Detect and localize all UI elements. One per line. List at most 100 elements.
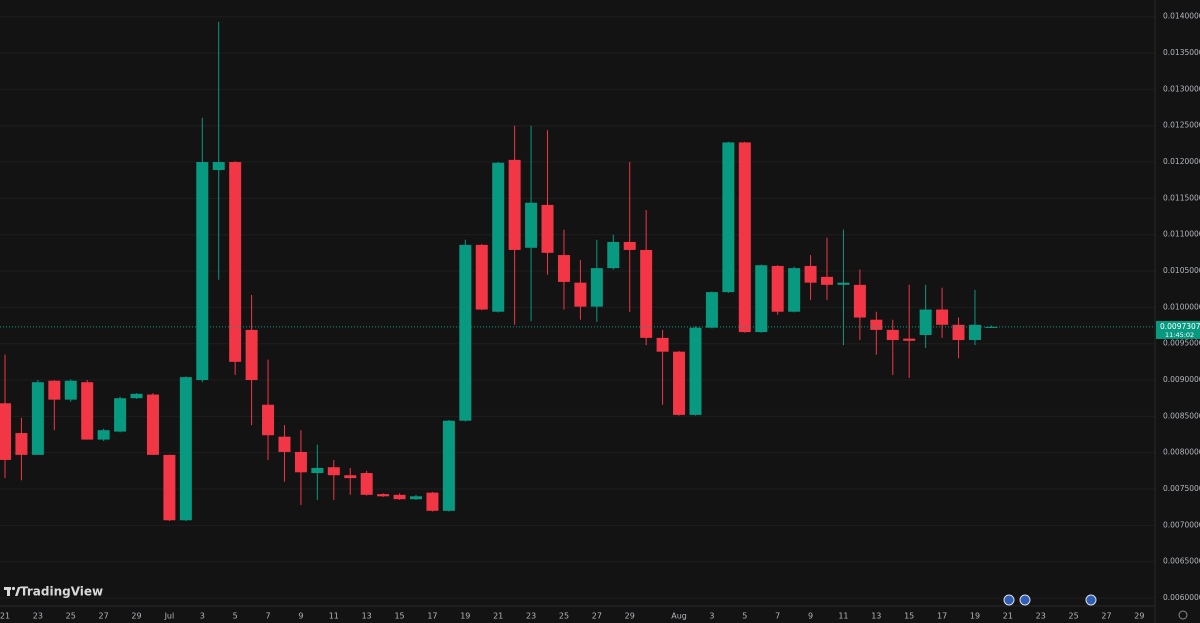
candle-body <box>656 337 669 352</box>
candle-body <box>278 436 291 452</box>
y-tick-label: 0.0125000 <box>1163 121 1200 130</box>
candle-body <box>229 162 242 362</box>
logo-part <box>15 587 21 596</box>
y-tick-label: 0.0100000 <box>1163 302 1200 311</box>
logo-part <box>7 587 10 596</box>
candle-body <box>903 338 916 341</box>
candle-body <box>327 467 340 476</box>
x-tick-label: 11 <box>329 612 339 621</box>
y-tick-label: 0.0120000 <box>1163 157 1200 166</box>
x-tick-label: 7 <box>265 612 270 621</box>
x-tick-label: 15 <box>904 612 914 621</box>
x-tick-label: 25 <box>66 612 76 621</box>
x-tick-label: 21 <box>493 612 503 621</box>
y-tick-label: 0.0115000 <box>1163 193 1200 202</box>
y-tick-label: 0.0080000 <box>1163 448 1200 457</box>
candle-body <box>130 393 143 399</box>
x-tick-label: 29 <box>625 612 635 621</box>
y-tick-label: 0.0130000 <box>1163 84 1200 93</box>
y-tick-label: 0.0070000 <box>1163 520 1200 529</box>
grid <box>0 16 1155 599</box>
x-tick-label: 9 <box>808 612 813 621</box>
candle-body <box>525 202 538 248</box>
candle-body <box>689 327 702 415</box>
x-tick-label: 29 <box>1134 612 1144 621</box>
candle-body <box>48 380 61 400</box>
candle-body <box>705 292 718 328</box>
y-tick-label: 0.0095000 <box>1163 339 1200 348</box>
candle-body <box>294 451 307 473</box>
candle-body <box>179 377 192 521</box>
candle-body <box>590 268 603 307</box>
x-tick-label: 23 <box>526 612 536 621</box>
candle-body <box>640 249 653 338</box>
candle-body <box>738 142 751 333</box>
settings-button[interactable] <box>1178 610 1188 620</box>
event-icon[interactable] <box>1019 594 1031 606</box>
x-tick-label: Aug <box>671 612 687 621</box>
candle-body <box>673 351 686 415</box>
x-tick-label: 25 <box>1069 612 1079 621</box>
x-tick-label: 9 <box>298 612 303 621</box>
candle-body <box>97 430 110 440</box>
candle-body <box>541 204 554 253</box>
candle-body <box>410 496 422 500</box>
x-tick-label: 13 <box>362 612 372 621</box>
x-tick-label: 27 <box>592 612 602 621</box>
x-tick-label: 25 <box>559 612 569 621</box>
candle-body <box>821 276 833 285</box>
axes: 0.0060000 0.0065000 0.0070000 0.0075000 0.00… <box>0 12 1200 621</box>
y-tick-label: 0.0085000 <box>1163 411 1200 420</box>
x-tick-label: 19 <box>970 612 980 621</box>
candle-body <box>985 326 998 328</box>
x-tick-label: 21 <box>1003 612 1013 621</box>
x-tick-label: 3 <box>709 612 714 621</box>
candle-body <box>968 324 981 341</box>
candle-body <box>426 492 439 511</box>
x-tick-label: 7 <box>775 612 780 621</box>
candle-body <box>311 467 324 474</box>
candle-body <box>475 244 488 310</box>
x-tick-label: 17 <box>427 612 437 621</box>
x-tick-label: 3 <box>200 612 205 621</box>
x-tick-label: Jul <box>164 612 175 621</box>
watermark: TradingView <box>20 585 103 599</box>
event-icon[interactable] <box>1085 594 1097 606</box>
candle-body <box>837 282 850 285</box>
logo-part <box>11 586 16 591</box>
candle-body <box>64 380 77 400</box>
candle-body <box>755 265 768 333</box>
y-tick-label: 0.0090000 <box>1163 375 1200 384</box>
x-tick-label: 19 <box>460 612 470 621</box>
event-icon[interactable] <box>1003 594 1015 606</box>
x-tick-label: 21 <box>0 612 10 621</box>
last-price-box <box>1156 320 1200 339</box>
candle-body <box>804 265 817 283</box>
candle-body <box>360 473 373 495</box>
candle-body <box>377 494 390 497</box>
candle-body <box>81 382 94 440</box>
y-tick-label: 0.0065000 <box>1163 557 1200 566</box>
y-tick-label: 0.0135000 <box>1163 48 1200 57</box>
candle-body <box>393 494 406 500</box>
candle-body <box>853 284 866 318</box>
candle-body <box>788 268 801 312</box>
candle-body <box>722 142 735 293</box>
x-tick-label: 29 <box>131 612 141 621</box>
candle-body <box>508 159 521 250</box>
candles <box>0 21 1155 521</box>
candle-body <box>771 265 784 312</box>
candle-body <box>344 475 357 479</box>
event-icons[interactable] <box>1003 594 1097 606</box>
x-tick-label: 5 <box>233 612 238 621</box>
candle-body <box>212 162 225 171</box>
x-tick-label: 5 <box>742 612 747 621</box>
candle-body <box>442 420 455 511</box>
candle-body <box>0 403 11 460</box>
x-tick-label: 27 <box>1101 612 1111 621</box>
candle-body <box>557 255 570 282</box>
y-tick-label: 0.0060000 <box>1163 593 1200 602</box>
x-tick-label: 15 <box>394 612 404 621</box>
